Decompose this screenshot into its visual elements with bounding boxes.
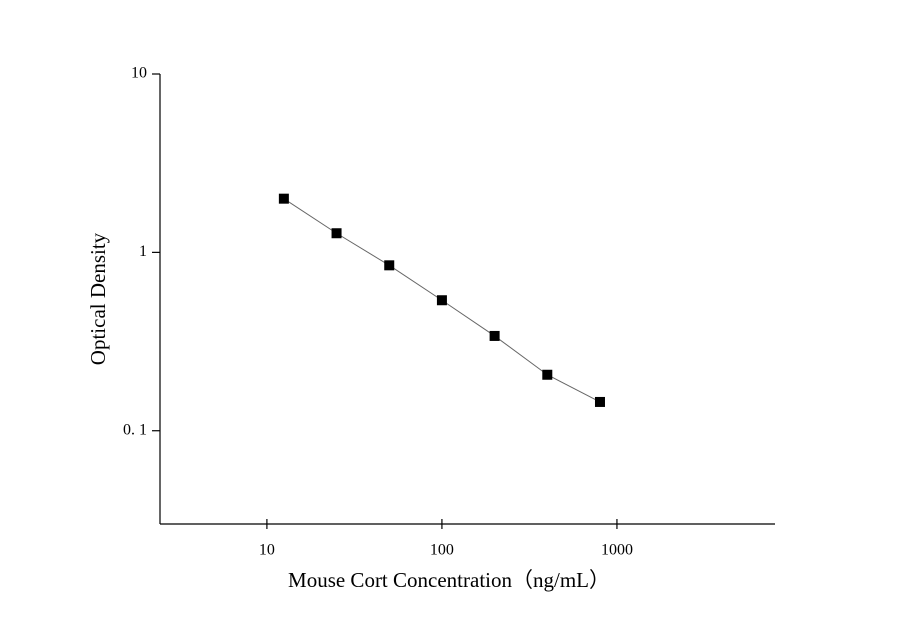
y-axis-title: Optical Density (86, 232, 110, 365)
x-tick-label: 1000 (601, 542, 633, 559)
x-tick-label: 100 (430, 542, 454, 559)
y-tick-label: 1 (139, 243, 147, 260)
data-point (489, 330, 500, 341)
x-tick-label: 10 (259, 542, 275, 559)
data-point (384, 260, 395, 271)
y-tick-label: 10 (131, 65, 147, 82)
y-tick-label: 0. 1 (123, 421, 147, 438)
data-point (594, 396, 605, 407)
x-axis-title: Mouse Cort Concentration（ng/mL） (288, 568, 610, 592)
data-point (278, 193, 289, 204)
data-point (331, 228, 342, 239)
data-point (542, 369, 553, 380)
data-point (436, 295, 447, 306)
